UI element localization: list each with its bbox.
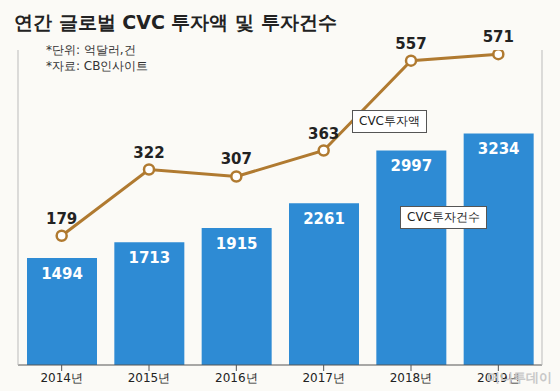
svg-text:2017년: 2017년 — [302, 371, 345, 385]
svg-text:2016년: 2016년 — [215, 371, 258, 385]
svg-text:179: 179 — [46, 210, 77, 228]
html-text:CVC투자건수: CVC투자건수 — [407, 210, 480, 224]
html-text:CVC투자액: CVC투자액 — [359, 114, 420, 128]
html-text:*단위: 억달러,건: *단위: 억달러,건 — [46, 43, 136, 57]
svg-text:2997: 2997 — [390, 157, 432, 175]
svg-text:3234: 3234 — [478, 140, 520, 158]
svg-text:2018년: 2018년 — [390, 371, 433, 385]
html-text:머니투데이: 머니투데이 — [487, 370, 552, 385]
svg-text:322: 322 — [133, 144, 164, 162]
svg-text:571: 571 — [483, 28, 514, 46]
svg-text:2015년: 2015년 — [128, 371, 171, 385]
svg-text:2261: 2261 — [303, 210, 345, 228]
html-text:*자료: CB인사이트: *자료: CB인사이트 — [46, 59, 149, 73]
svg-text:1713: 1713 — [128, 249, 170, 267]
svg-text:557: 557 — [395, 35, 426, 53]
svg-text:1494: 1494 — [41, 265, 83, 283]
svg-text:1915: 1915 — [216, 235, 258, 253]
html-text:연간 글로벌 CVC 투자액 및 투자건수: 연간 글로벌 CVC 투자액 및 투자건수 — [14, 11, 337, 33]
svg-text:2014년: 2014년 — [40, 371, 83, 385]
svg-text:363: 363 — [308, 125, 339, 143]
svg-text:307: 307 — [221, 150, 252, 168]
